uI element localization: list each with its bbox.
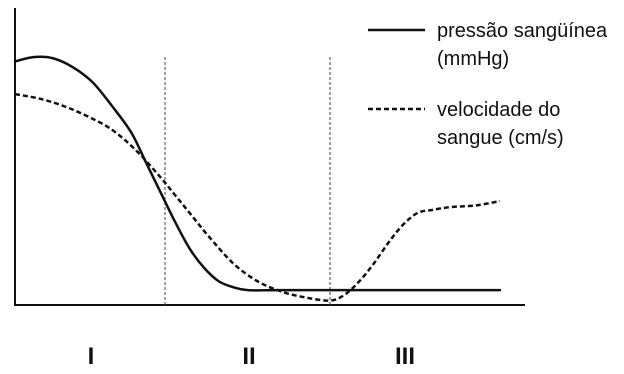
legend-label-velocity-line1: velocidade do — [437, 99, 560, 121]
legend-label-pressure-line2: (mmHg) — [437, 48, 509, 70]
series-line-pressure — [13, 55, 502, 292]
legend-label-velocity-line2: sangue (cm/s) — [437, 127, 564, 149]
legend-label-pressure-line1: pressão sangüínea — [437, 20, 608, 42]
region-label-1: I — [88, 343, 95, 369]
series-line-velocity — [14, 92, 501, 302]
region-label-2: II — [242, 343, 255, 369]
region-label-3: III — [395, 343, 415, 369]
